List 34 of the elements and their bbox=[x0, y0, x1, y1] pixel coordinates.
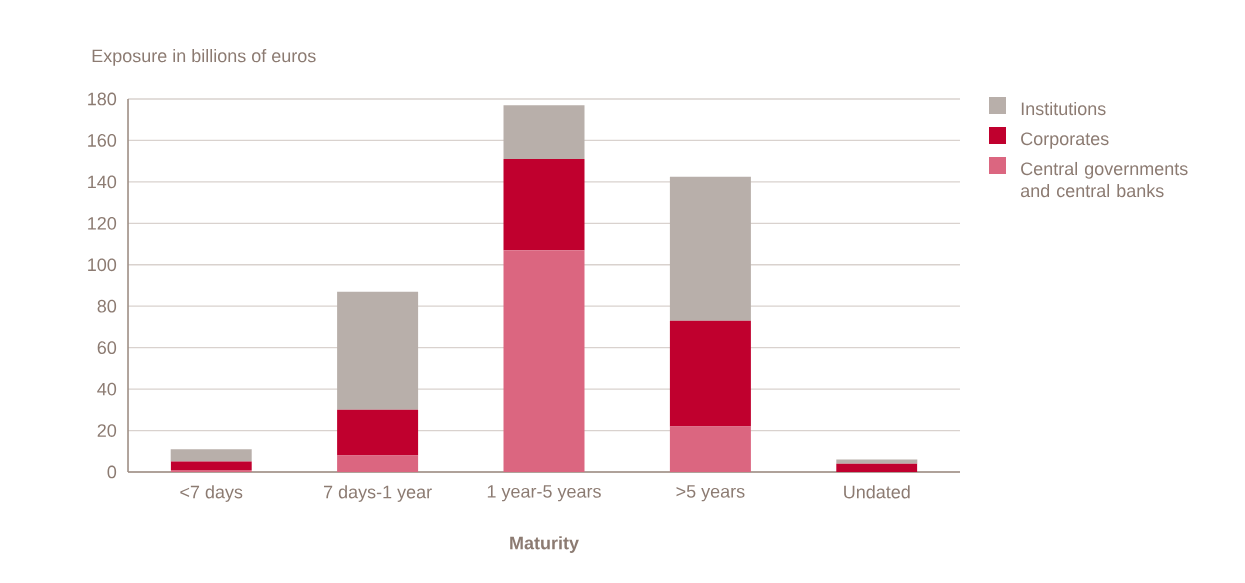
y-axis-title: Exposure in billions of euros bbox=[92, 49, 316, 66]
x-axis-title: Maturity bbox=[510, 536, 579, 553]
y-tick-label: 60 bbox=[97, 341, 117, 355]
bar bbox=[170, 449, 252, 462]
y-tick-label: 120 bbox=[88, 216, 117, 230]
bar bbox=[503, 250, 585, 472]
x-tick-label: 1 year-5 years bbox=[487, 485, 601, 502]
y-tick-label: 80 bbox=[97, 299, 117, 313]
x-tick-label: <7 days bbox=[180, 485, 243, 502]
y-tick-label: 180 bbox=[88, 92, 117, 106]
y-tick-label: 100 bbox=[88, 258, 117, 272]
bar bbox=[669, 426, 751, 472]
y-tick-label: 160 bbox=[88, 134, 117, 147]
bar bbox=[503, 159, 585, 251]
legend-label: Central governments and central banks bbox=[1020, 161, 1188, 198]
bar bbox=[669, 176, 751, 321]
bar bbox=[337, 455, 419, 472]
x-tick-label: Undated bbox=[844, 485, 910, 499]
bar bbox=[337, 409, 419, 456]
legend-label: Corporates bbox=[1021, 132, 1109, 149]
bar bbox=[170, 461, 252, 470]
y-tick-label: 140 bbox=[88, 175, 117, 189]
bar bbox=[836, 459, 918, 464]
bar bbox=[669, 320, 751, 427]
bar bbox=[337, 291, 419, 410]
bar bbox=[836, 463, 918, 472]
bar bbox=[170, 469, 252, 472]
y-tick-label: 0 bbox=[107, 465, 117, 479]
x-tick-label: >5 years bbox=[676, 485, 745, 502]
bar bbox=[503, 105, 585, 160]
x-tick-label: 7 days-1 year bbox=[324, 485, 432, 502]
legend-label: Institutions bbox=[1021, 101, 1106, 116]
y-tick-label: 20 bbox=[97, 424, 117, 437]
y-tick-label: 40 bbox=[97, 382, 117, 396]
